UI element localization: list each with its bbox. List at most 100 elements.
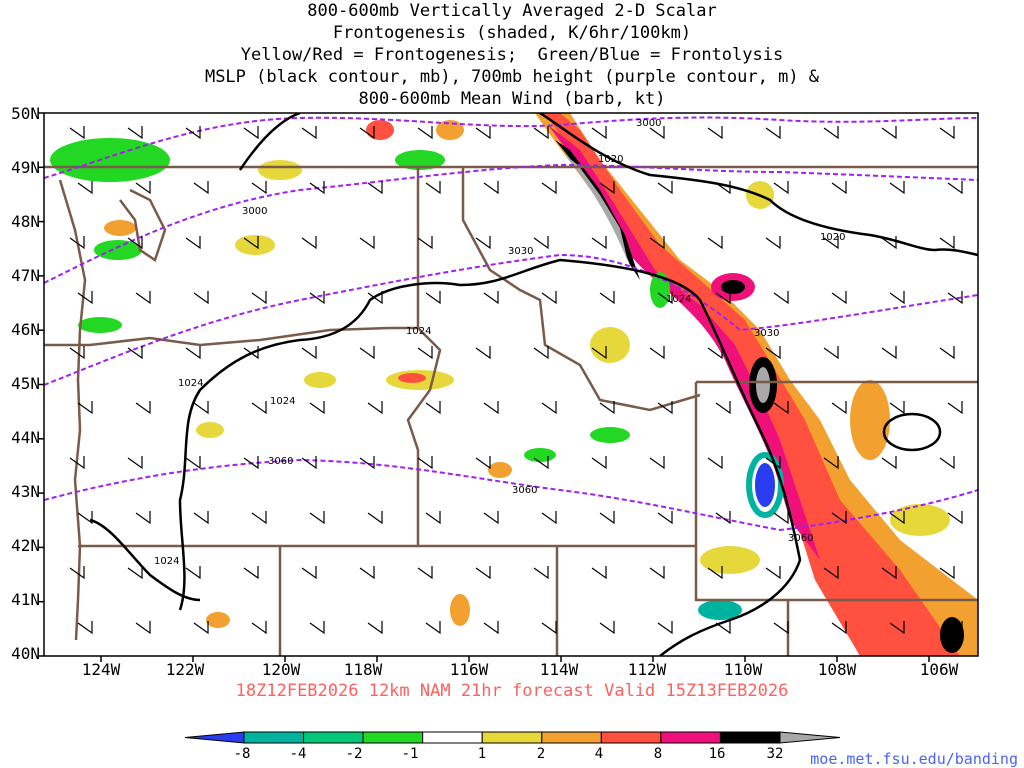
wind-barb [881, 346, 897, 360]
wind-barb [765, 566, 781, 580]
wind-barb [889, 291, 905, 305]
wind-barb [69, 566, 85, 580]
wind-barb [417, 236, 433, 250]
flys-green-nw [50, 138, 170, 182]
wind-barb [591, 346, 607, 360]
lat-label: 40N [11, 644, 40, 663]
run-info: 18Z12FEB2026 12km NAM 21hr forecast Vali… [235, 681, 789, 701]
wind-barb [657, 181, 673, 195]
lat-label: 50N [11, 104, 40, 123]
wind-barb [359, 566, 375, 580]
title-line-4: MSLP (black contour, mb), 700mb height (… [204, 67, 820, 87]
wind-barb [541, 291, 557, 305]
wind-barb [193, 181, 209, 195]
wind-barb [483, 181, 499, 195]
wind-barb [533, 236, 549, 250]
mslp-contour-1024 [178, 258, 802, 656]
wind-barb [185, 566, 201, 580]
wind-barb [251, 291, 267, 305]
lon-label: 118W [343, 660, 383, 679]
wind-barb [417, 126, 433, 140]
wind-barb [765, 236, 781, 250]
ut-wy-border [694, 382, 978, 602]
colorbar-label: 8 [653, 746, 663, 762]
wind-barb [715, 511, 731, 525]
mslp-label: 1024 [178, 378, 203, 389]
wind-barb [127, 566, 143, 580]
lat-label: 46N [11, 320, 40, 339]
wind-barb [947, 181, 963, 195]
wind-barb [309, 401, 325, 415]
wind-barb [135, 181, 151, 195]
wind-barb [823, 566, 839, 580]
wind-barb [881, 566, 897, 580]
wind-barb [475, 346, 491, 360]
wind-barb [599, 291, 615, 305]
wind-barb [533, 126, 549, 140]
mslp-label: 1024 [270, 396, 295, 407]
wind-barb [359, 346, 375, 360]
wind-barb [367, 291, 383, 305]
lat-label: 48N [11, 212, 40, 231]
wind-barb [251, 621, 267, 635]
lon-label: 110W [723, 660, 763, 679]
wind-barb [889, 401, 905, 415]
wind-barb [301, 456, 317, 470]
lon-label: 112W [627, 660, 667, 679]
colorbar-segment [779, 731, 841, 744]
wind-barb [475, 456, 491, 470]
wind-barb [715, 291, 731, 305]
colorbar-label: 32 [766, 746, 784, 762]
mslp-label: 1024 [154, 556, 179, 567]
wind-barb [831, 621, 847, 635]
lat-label: 42N [11, 536, 40, 555]
wind-barb [533, 566, 549, 580]
title-line-5: 800-600mb Mean Wind (barb, kt) [358, 89, 666, 109]
lat-label: 45N [11, 374, 40, 393]
wind-barb [69, 346, 85, 360]
wind-barb [127, 126, 143, 140]
wind-barb [483, 621, 499, 635]
wind-barb [649, 346, 665, 360]
axis-ticks [38, 112, 930, 662]
wind-barb [707, 236, 723, 250]
wind-barb [939, 126, 955, 140]
height-contour-3000 [44, 116, 978, 179]
lat-label: 47N [11, 266, 40, 285]
wind-barb [947, 291, 963, 305]
height-contour-3000b [44, 163, 978, 284]
wind-barb [707, 456, 723, 470]
wind-barb [599, 401, 615, 415]
colorbar [184, 731, 841, 744]
frontogenesis-shading [50, 113, 978, 656]
mslp-label: 1024 [666, 294, 691, 305]
wind-barb [301, 566, 317, 580]
colorbar-segment [481, 731, 543, 744]
fgen-band-black [555, 140, 640, 280]
wind-barb [483, 291, 499, 305]
colorbar-label: -1 [401, 746, 419, 762]
colorbar-segment [303, 731, 364, 744]
credit-link[interactable]: moe.met.fsu.edu/banding [810, 750, 1018, 768]
wind-barb [367, 511, 383, 525]
wind-barb [417, 456, 433, 470]
wind-barb [185, 236, 201, 250]
wind-barb [715, 621, 731, 635]
wind-barb [591, 236, 607, 250]
wind-barb [309, 291, 325, 305]
wind-barb [541, 401, 557, 415]
wind-barb [77, 181, 93, 195]
colorbar-segment [600, 731, 662, 744]
wind-barb [309, 511, 325, 525]
wind-barb [69, 236, 85, 250]
wind-barb [251, 181, 267, 195]
colorbar-segment [184, 731, 245, 744]
wind-barb [135, 291, 151, 305]
colorbar-label: 16 [708, 746, 726, 762]
wind-barb [475, 236, 491, 250]
wind-barb [765, 456, 781, 470]
wind-barb [251, 401, 267, 415]
wind-barb [649, 566, 665, 580]
wind-barb [193, 511, 209, 525]
